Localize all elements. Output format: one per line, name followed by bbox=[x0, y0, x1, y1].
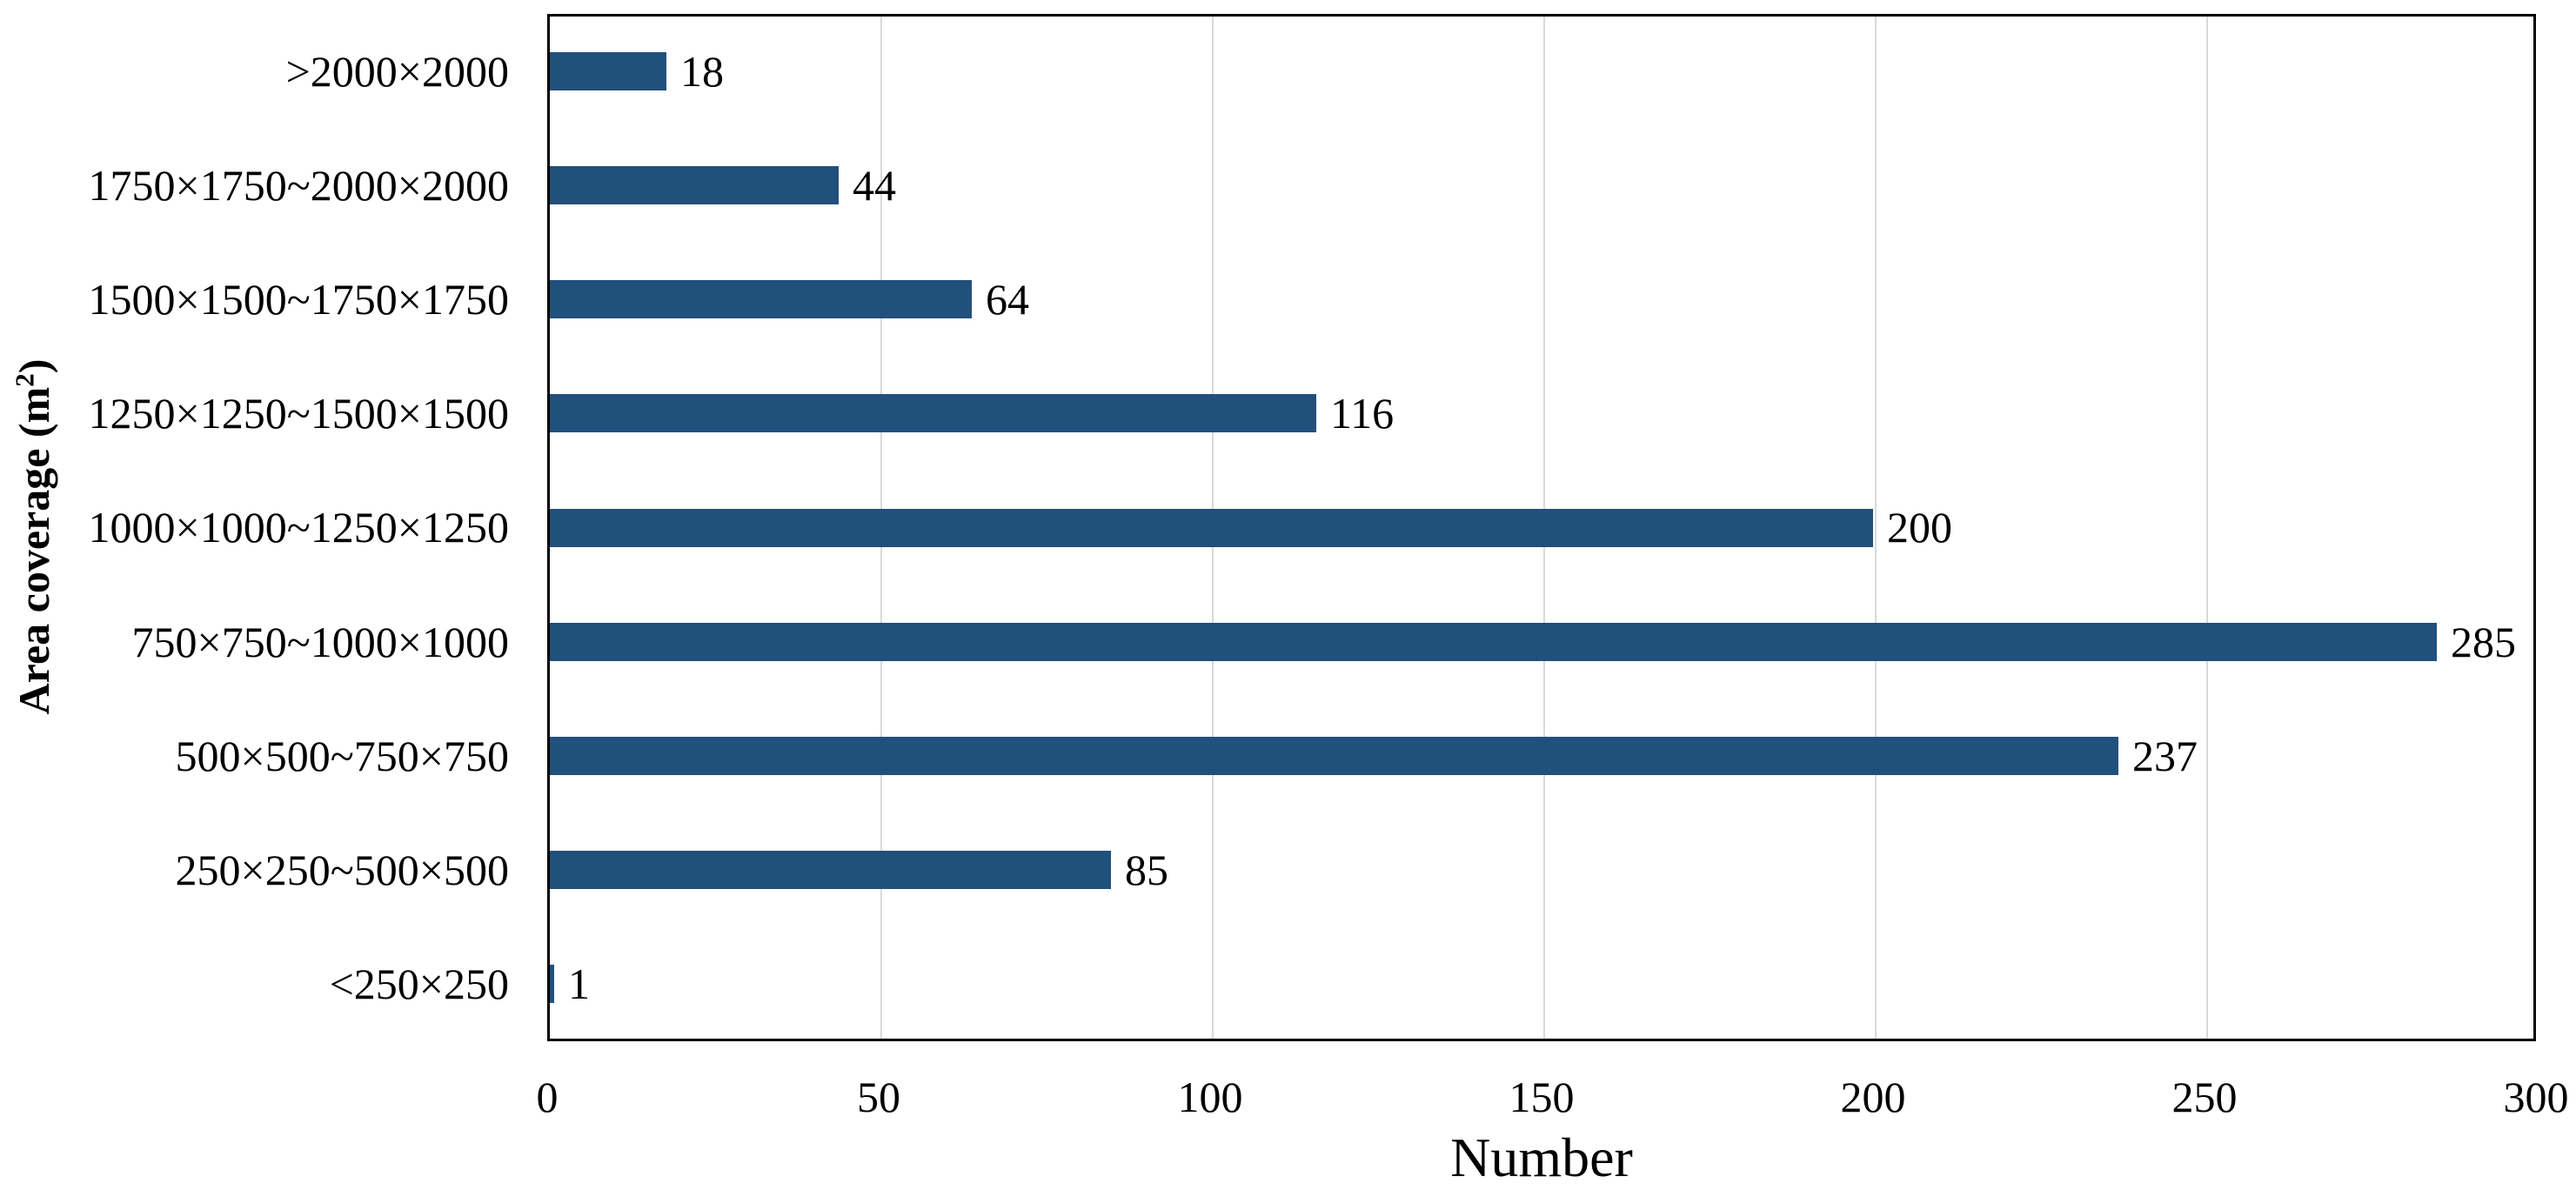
x-tick-label-50: 50 bbox=[857, 1073, 900, 1121]
category-label: 1750×1750~2000×2000 bbox=[88, 160, 509, 210]
x-tick-label-100: 100 bbox=[1177, 1073, 1243, 1121]
bar bbox=[550, 394, 1316, 432]
x-axis-title: Number bbox=[1450, 1126, 1633, 1188]
category-label: 750×750~1000×1000 bbox=[131, 617, 509, 666]
bar bbox=[550, 509, 1873, 547]
bar bbox=[550, 851, 1111, 889]
category-label: 1500×1500~1750×1750 bbox=[88, 275, 509, 324]
bar bbox=[550, 52, 666, 90]
x-tick-label-200: 200 bbox=[1840, 1073, 1906, 1121]
data-label: 1 bbox=[568, 959, 590, 1009]
bar bbox=[550, 166, 839, 204]
x-tick-label-250: 250 bbox=[2171, 1073, 2238, 1121]
category-label: >2000×2000 bbox=[285, 46, 509, 96]
bar bbox=[550, 623, 2437, 661]
category-label: 250×250~500×500 bbox=[175, 846, 509, 895]
data-label: 200 bbox=[1887, 503, 1952, 552]
x-tick-label-300: 300 bbox=[2503, 1073, 2569, 1121]
gridline-250 bbox=[2206, 17, 2208, 1039]
data-label: 285 bbox=[2451, 617, 2516, 666]
x-tick-label-150: 150 bbox=[1509, 1073, 1575, 1121]
data-label: 237 bbox=[2132, 731, 2198, 780]
data-label: 116 bbox=[1330, 389, 1395, 438]
x-tick-label-0: 0 bbox=[536, 1073, 559, 1121]
gridline-200 bbox=[1875, 17, 1877, 1039]
category-label: 500×500~750×750 bbox=[175, 731, 509, 780]
data-label: 18 bbox=[680, 46, 724, 96]
category-label: 1250×1250~1500×1500 bbox=[88, 389, 509, 438]
bar bbox=[550, 737, 2118, 775]
data-label: 44 bbox=[853, 160, 896, 210]
data-label: 64 bbox=[986, 275, 1029, 324]
category-label: <250×250 bbox=[329, 959, 509, 1009]
category-label: 1000×1000~1250×1250 bbox=[88, 503, 509, 552]
bar bbox=[550, 280, 972, 318]
data-label: 85 bbox=[1125, 846, 1168, 895]
bar bbox=[550, 965, 554, 1003]
